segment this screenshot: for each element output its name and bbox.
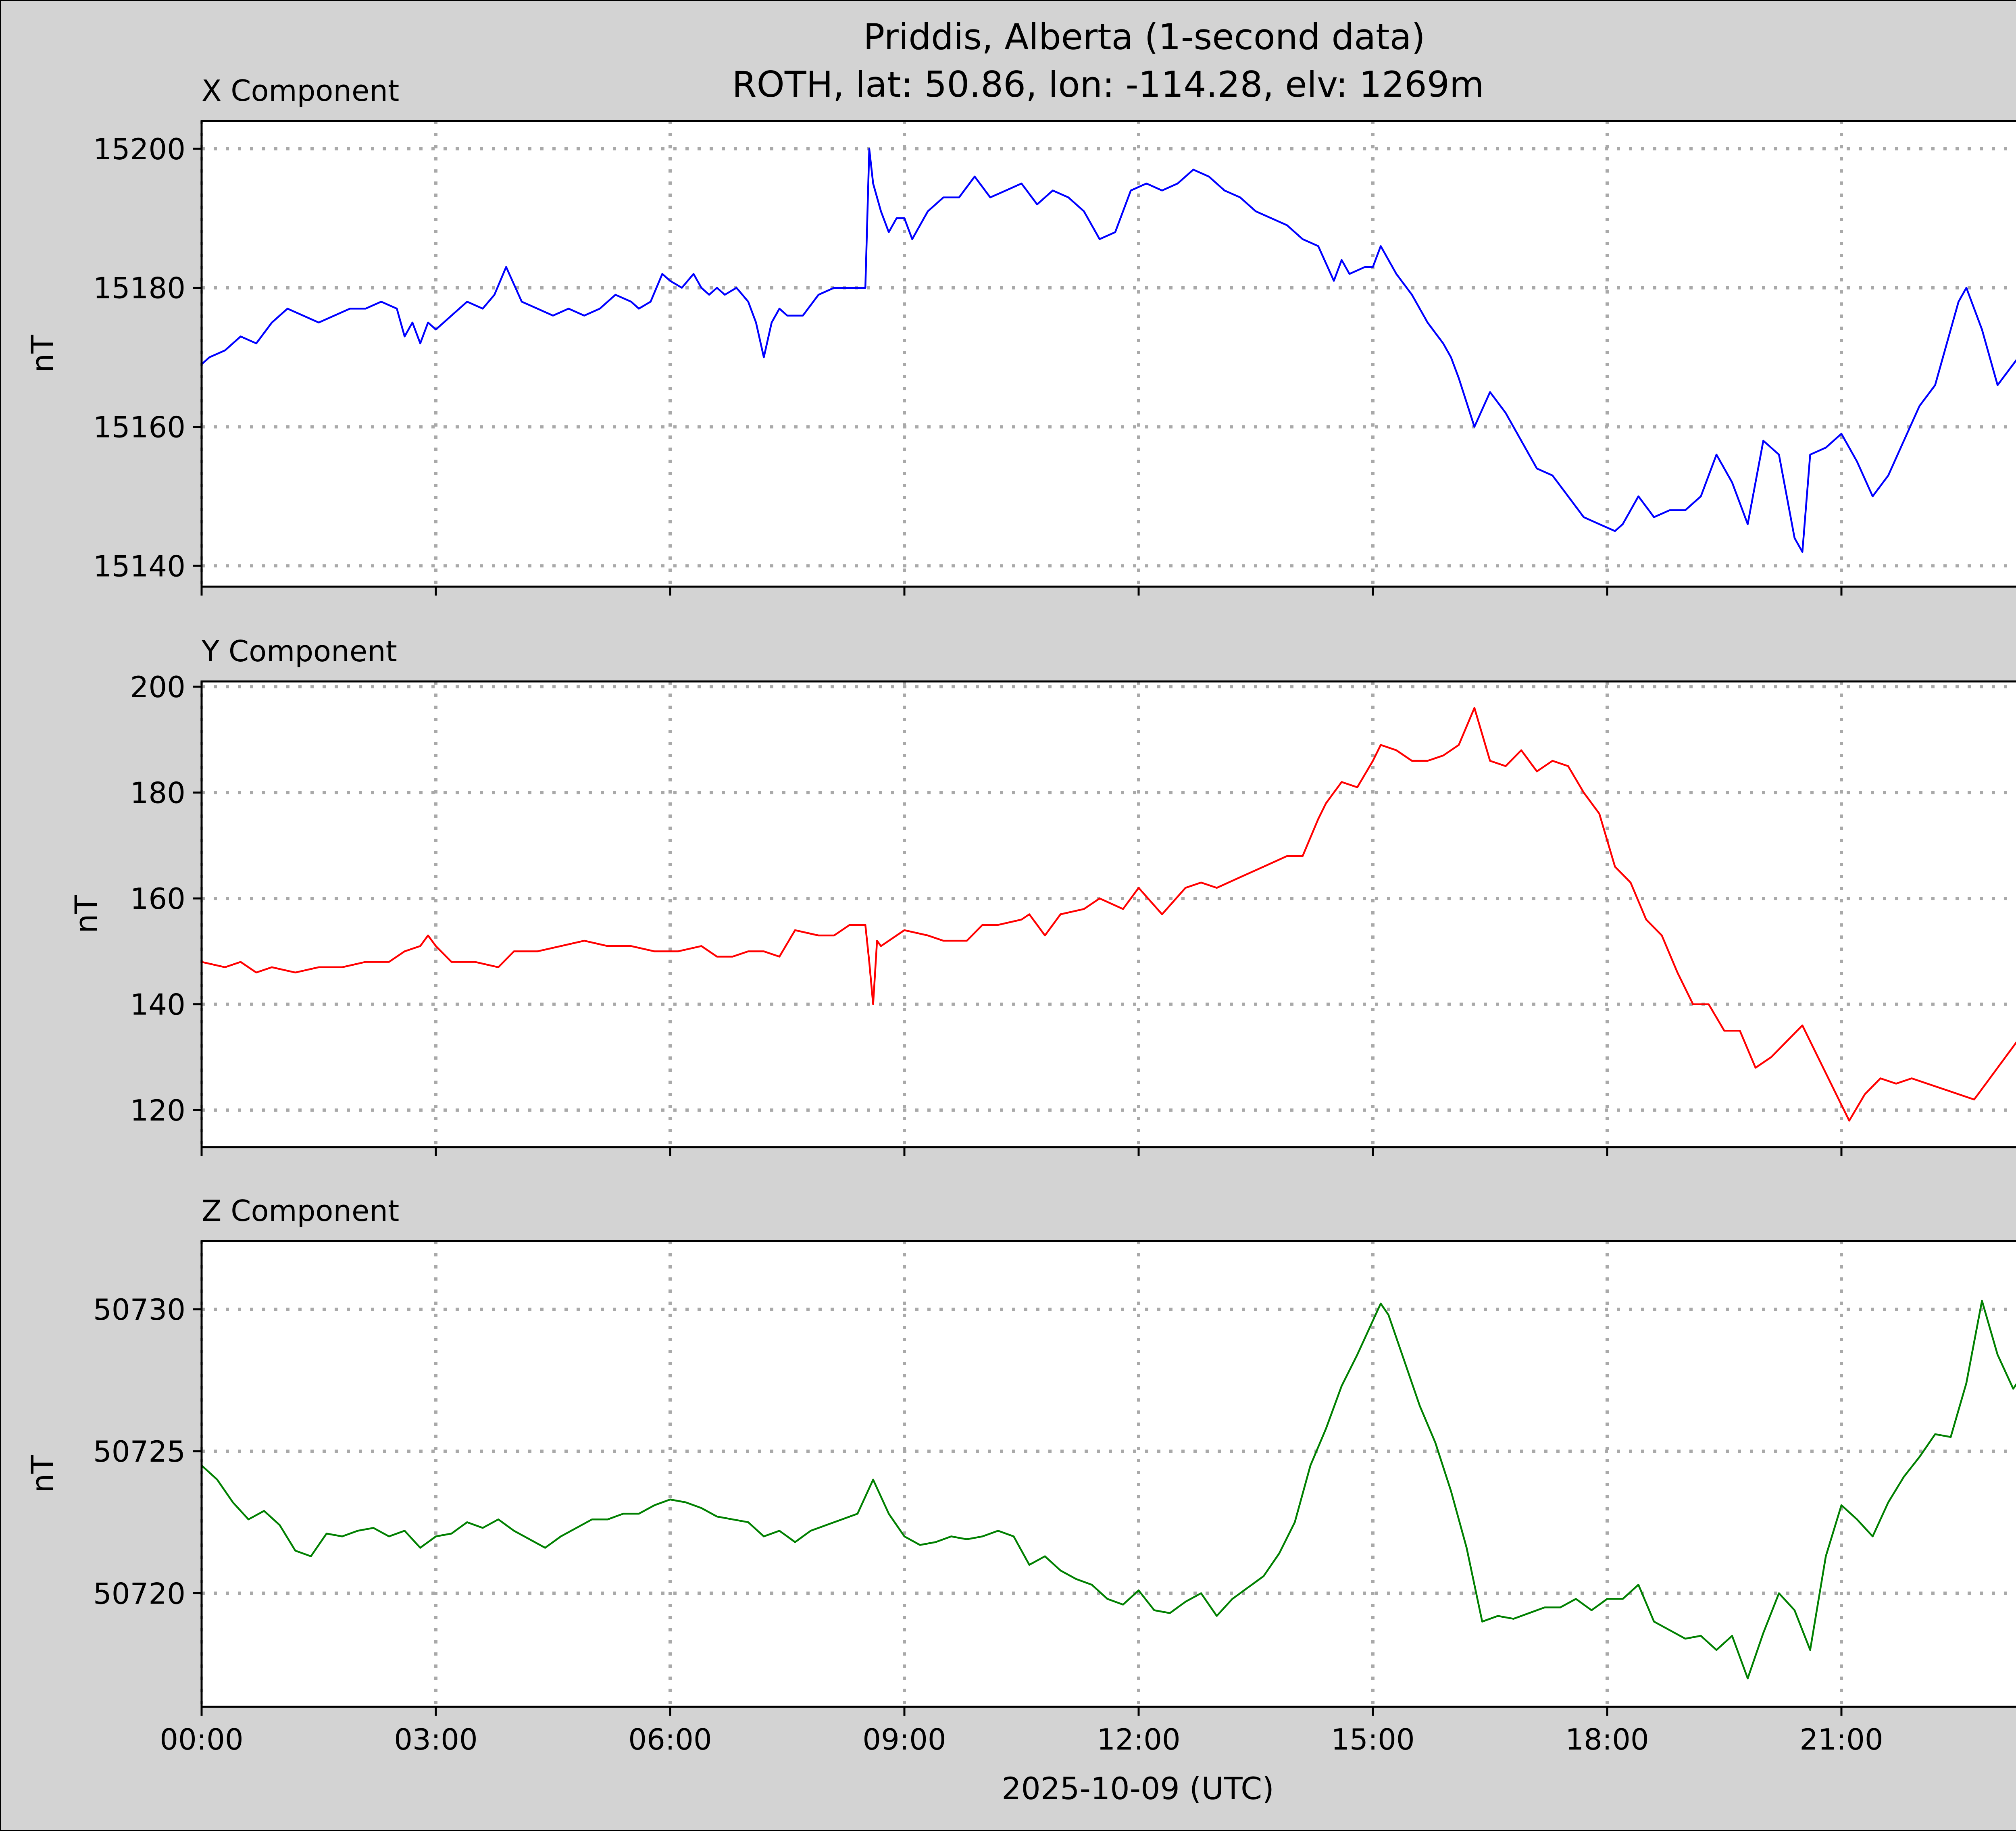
x-tick-label: 09:00 xyxy=(862,1723,946,1756)
panel-label: X Component xyxy=(202,74,399,108)
x-axis-label: 2025-10-09 (UTC) xyxy=(1002,1771,1274,1806)
x-tick-label: 18:00 xyxy=(1565,1723,1649,1756)
x-tick-label: 00:00 xyxy=(160,1723,244,1756)
y-tick-label: 160 xyxy=(130,882,185,916)
plot-frame xyxy=(200,680,2016,1148)
x-tick-label: 21:00 xyxy=(1799,1723,1883,1756)
x-tick-label: 15:00 xyxy=(1331,1723,1415,1756)
y-tick-label: 15180 xyxy=(93,271,185,305)
y-tick-label: 120 xyxy=(130,1094,185,1127)
plot-area xyxy=(200,1240,2016,1708)
plot-frame xyxy=(200,1240,2016,1708)
y-tick-label: 50730 xyxy=(93,1293,185,1327)
chart-title-line1: Priddis, Alberta (1-second data) xyxy=(863,16,1425,58)
x-tick-label: 12:00 xyxy=(1097,1723,1181,1756)
panels-group: 15200 15180 15160 15140 X Component nT 200 180 1… xyxy=(25,74,2016,1756)
x-tick-label: 06:00 xyxy=(628,1723,712,1756)
plot-frame xyxy=(200,120,2016,588)
y-tick-label: 180 xyxy=(130,776,185,810)
y-tick-label: 50720 xyxy=(93,1577,185,1610)
plot-area xyxy=(200,120,2016,588)
y-tick-label: 140 xyxy=(130,988,185,1022)
series-line xyxy=(201,1300,2016,1679)
panel-2: 200 180 160 140 120 Y Component nT xyxy=(68,634,2016,1156)
y-tick-label: 15140 xyxy=(93,549,185,583)
y-axis-label: nT xyxy=(68,895,104,933)
y-tick-label: 15160 xyxy=(93,410,185,444)
panel-1: 15200 15180 15160 15140 X Component nT xyxy=(25,74,2016,596)
chart-title-line2: ROTH, lat: 50.86, lon: -114.28, elv: 126… xyxy=(732,64,1484,105)
panel-label: Z Component xyxy=(202,1194,399,1228)
panel-3: 00:00 03:00 06:00 09:00 12:00 15:00 18:00 21:00… xyxy=(25,1194,2016,1756)
x-tick-label: 03:00 xyxy=(394,1723,478,1756)
y-tick-label: 200 xyxy=(130,670,185,704)
y-axis-label: nT xyxy=(25,335,60,373)
plot-area xyxy=(200,680,2016,1148)
series-line xyxy=(201,707,2016,1122)
series-line xyxy=(201,148,2016,553)
y-axis-label: nT xyxy=(25,1455,60,1493)
panel-label: Y Component xyxy=(201,634,397,668)
y-tick-label: 15200 xyxy=(93,132,185,166)
y-tick-label: 50725 xyxy=(93,1435,185,1469)
